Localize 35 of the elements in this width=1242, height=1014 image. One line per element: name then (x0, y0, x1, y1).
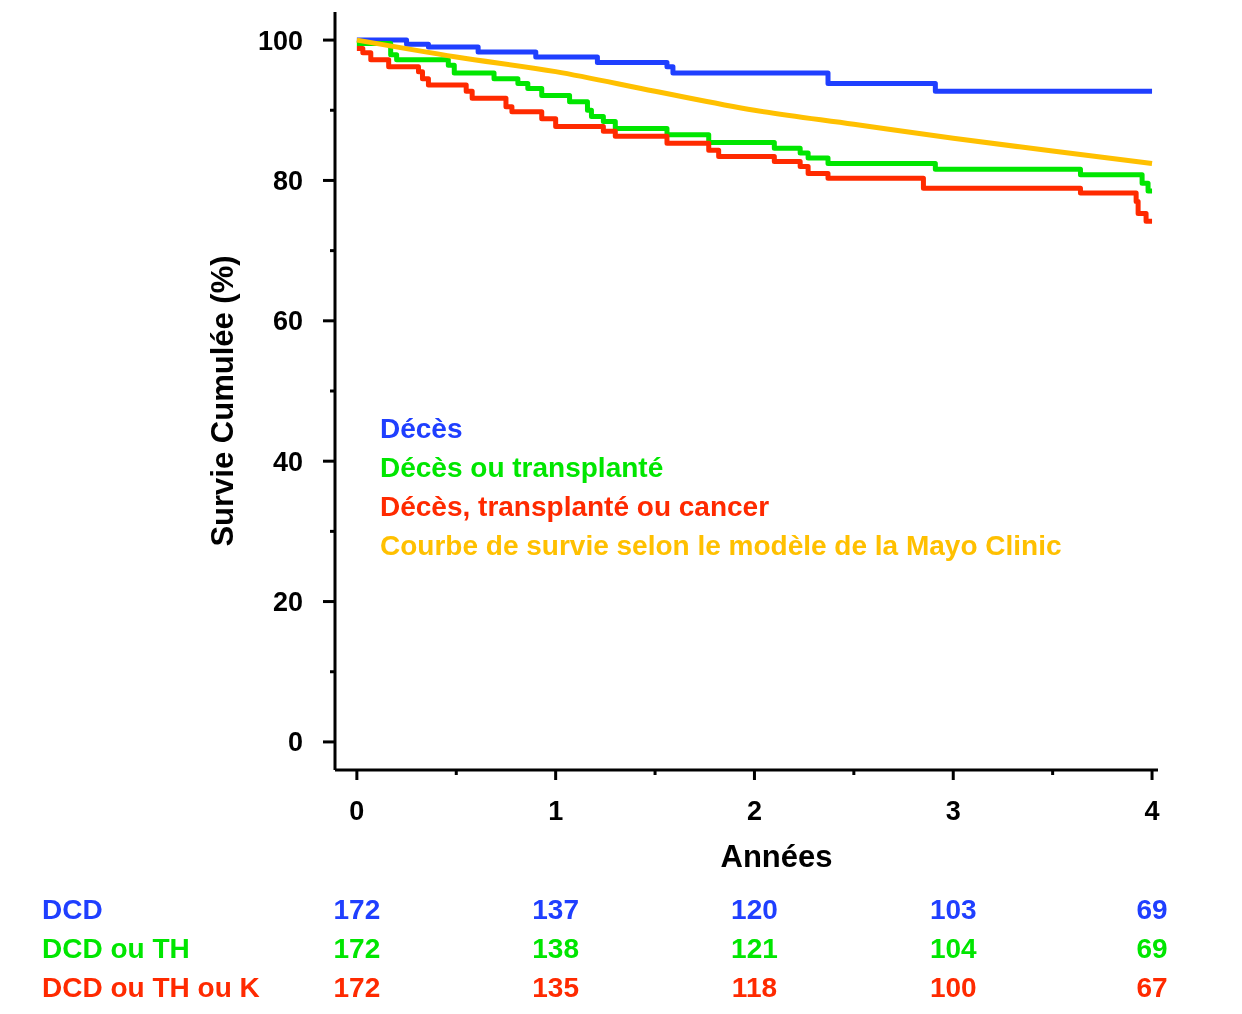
text: 121 (731, 933, 778, 964)
text: DCD (42, 894, 103, 925)
y-tick-label: 60 (272, 306, 303, 337)
text: 172 (333, 894, 381, 925)
y-tick-label: 40 (272, 446, 303, 477)
x-tick-label: 1 (548, 796, 564, 826)
y-tick-label: 80 (272, 165, 303, 196)
text: 135 (532, 972, 580, 1003)
text: Décès (380, 413, 463, 444)
text: 69 (1136, 933, 1168, 964)
text: 103 (929, 894, 977, 925)
text: 120 (731, 894, 778, 925)
text: 104 (929, 933, 978, 964)
text: 137 (532, 894, 580, 925)
y-tick-label: 20 (272, 587, 303, 618)
text: Décès, transplanté ou cancer (380, 491, 770, 522)
x-tick-label: 2 (746, 796, 762, 826)
text: DCD ou TH (42, 933, 190, 964)
text: 172 (333, 933, 381, 964)
text: 67 (1136, 972, 1168, 1003)
text: Courbe de survie selon le modèle de la Mayo Clinic (380, 530, 1062, 561)
text: 172 (333, 972, 381, 1003)
text: 118 (731, 972, 778, 1003)
text: DCD ou TH ou K (42, 972, 260, 1003)
y-tick-label: 0 (287, 727, 303, 758)
text: 69 (1136, 894, 1168, 925)
x-tick-label: 3 (945, 796, 961, 826)
x-tick-label: 4 (1144, 796, 1160, 826)
y-axis-title: Survie Cumulée (%) (205, 255, 240, 547)
y-tick-label: 100 (257, 25, 303, 56)
text: 138 (532, 933, 580, 964)
text: Décès ou transplanté (380, 452, 664, 483)
text: 100 (929, 972, 977, 1003)
x-axis-title: Années (720, 839, 833, 874)
x-tick-label: 0 (349, 796, 365, 826)
